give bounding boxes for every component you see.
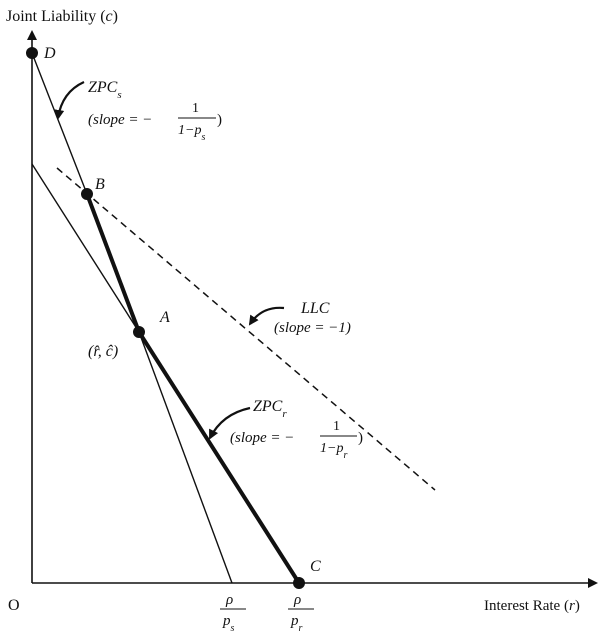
tick-rho-ps-denominator: ps (222, 613, 235, 631)
zpc-r-slope-numerator: 1 (333, 419, 340, 434)
llc-line (56, 167, 436, 491)
tick-rho-ps-numerator: ρ (225, 592, 233, 608)
x-axis-label: Interest Rate (r) (484, 598, 580, 614)
zpc-s-line-lower (138, 331, 233, 584)
point-d (26, 47, 38, 59)
zpc-r-slope-suffix: ) (358, 430, 363, 446)
llc-pointer-arrow (248, 306, 285, 326)
point-c-label: C (310, 558, 321, 575)
point-a-label: A (159, 309, 170, 326)
zpc-s-slope-numerator: 1 (192, 101, 199, 116)
point-b-label: B (95, 176, 105, 193)
zpc-r-slope-prefix: (slope = − (230, 430, 294, 446)
zpc-s-line-thick (85, 193, 141, 333)
zpc-s-pointer-arrow (54, 80, 85, 120)
tick-rho-pr-denominator: pr (290, 613, 303, 631)
point-c (293, 577, 305, 589)
zpc-r-slope-denominator: 1−pr (320, 441, 347, 461)
zpc-r-pointer-arrow (209, 406, 251, 440)
point-b (81, 188, 93, 200)
zpc-r-line-thick (137, 330, 301, 585)
zpc-r-line-thin (31, 163, 140, 333)
origin-label: O (8, 597, 20, 614)
y-axis-label: Joint Liability (c) (6, 8, 118, 25)
llc-slope: (slope = −1) (274, 320, 351, 336)
llc-label: LLC (300, 300, 330, 317)
zpc-r-label: ZPCr (253, 398, 287, 420)
zpc-s-label: ZPCs (88, 79, 122, 101)
point-a-coords: (r̂, ĉ) (88, 343, 118, 360)
zpc-s-slope-suffix: ) (217, 112, 222, 128)
point-d-label: D (43, 45, 56, 62)
tick-rho-pr-numerator: ρ (293, 592, 301, 608)
zpc-s-slope-denominator: 1−ps (178, 123, 205, 143)
zpc-s-line-upper (31, 52, 88, 195)
point-a (133, 326, 145, 338)
zpc-s-slope-prefix: (slope = − (88, 112, 152, 128)
